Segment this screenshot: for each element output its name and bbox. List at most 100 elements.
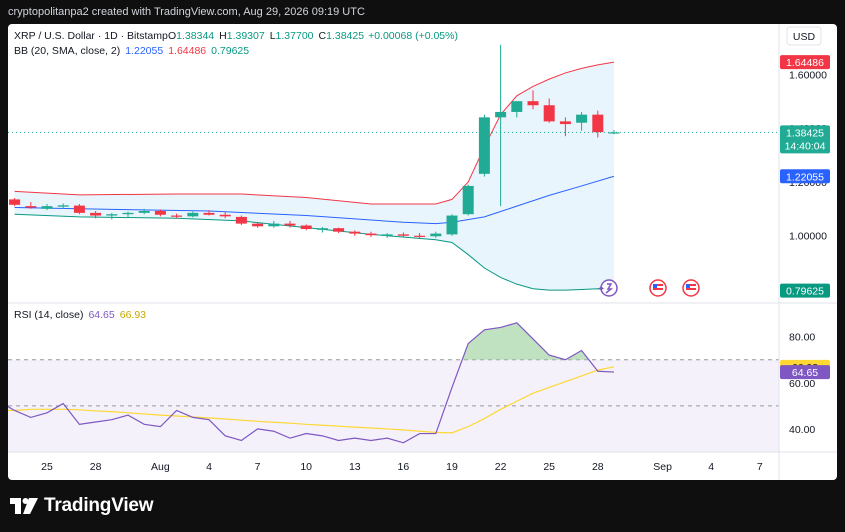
rsi-axis-label: 80.00 bbox=[789, 332, 815, 344]
candle-body bbox=[300, 225, 312, 230]
crypto-event-icon[interactable]: ✦ bbox=[597, 279, 618, 297]
bb-basis-badge: 1.22055 bbox=[780, 169, 830, 184]
bb-basis-badge-text: 1.22055 bbox=[786, 171, 824, 183]
legend-bb: BB (20, SMA, close, 2) 1.22055 1.64486 0.79… bbox=[14, 45, 249, 57]
candle-body bbox=[57, 205, 69, 207]
legend-rsi: RSI (14, close) 64.65 66.93 bbox=[14, 309, 146, 321]
legend-l-value: 1.37700 bbox=[276, 30, 314, 42]
candle bbox=[57, 203, 69, 209]
candle bbox=[106, 212, 118, 220]
price-axis-label: 1.00000 bbox=[789, 231, 827, 243]
candle-body bbox=[333, 228, 345, 232]
chart-frame: 1.600001.400001.200001.0000080.0060.0040… bbox=[8, 24, 837, 480]
candle bbox=[284, 220, 296, 228]
legend-symbol: XRP / U.S. Dollar · 1D · Bitstamp bbox=[14, 30, 168, 42]
candle-body bbox=[414, 235, 426, 237]
price-axis-label: 1.60000 bbox=[789, 69, 827, 81]
time-axis-label: 22 bbox=[495, 461, 507, 473]
candle bbox=[25, 202, 37, 209]
candle-body bbox=[187, 212, 199, 217]
legend-rsi-label: RSI (14, close) bbox=[14, 309, 83, 321]
candle-body bbox=[397, 234, 409, 236]
candle bbox=[171, 213, 183, 219]
candle bbox=[478, 114, 490, 177]
candle-body bbox=[365, 233, 377, 236]
bb-fill bbox=[14, 62, 615, 291]
time-axis-label: 13 bbox=[349, 461, 361, 473]
rsi-axis-label: 40.00 bbox=[789, 424, 815, 436]
time-axis-label: Aug bbox=[151, 461, 170, 473]
candle-body bbox=[203, 212, 215, 215]
candle-body bbox=[235, 216, 247, 224]
time-axis-label: 19 bbox=[446, 461, 458, 473]
candle bbox=[462, 184, 474, 216]
candle bbox=[187, 211, 199, 218]
candle-body bbox=[349, 231, 361, 234]
bb-lower-line bbox=[14, 213, 615, 292]
legend-c-value: 1.38425 bbox=[326, 30, 364, 42]
currency-button[interactable]: USD bbox=[786, 26, 822, 46]
tradingview-logo[interactable]: TradingView bbox=[10, 494, 154, 518]
candle bbox=[381, 233, 393, 238]
time-axis-label: 4 bbox=[206, 461, 212, 473]
time-axis-label: 16 bbox=[398, 461, 410, 473]
candle-body bbox=[171, 215, 183, 217]
legend-bb-basis: 1.22055 bbox=[125, 45, 163, 57]
candle bbox=[252, 222, 264, 228]
time-axis-label: 25 bbox=[543, 461, 555, 473]
chart-svg[interactable]: 1.600001.400001.200001.0000080.0060.0040… bbox=[8, 24, 837, 480]
candle-body bbox=[511, 101, 523, 112]
candle bbox=[527, 90, 539, 110]
candle bbox=[349, 230, 361, 236]
candle bbox=[138, 208, 150, 215]
legend-h-label: H bbox=[219, 30, 227, 42]
rsi-line bbox=[8, 322, 615, 444]
us-flag-event-icon[interactable] bbox=[649, 279, 667, 297]
time-axis-label: 10 bbox=[300, 461, 312, 473]
candle bbox=[154, 209, 166, 217]
time-axis-label: 4 bbox=[708, 461, 714, 473]
legend-rsi-ma: 66.93 bbox=[120, 309, 146, 321]
candle-body bbox=[576, 114, 588, 123]
legend-o-value: 1.38344 bbox=[176, 30, 214, 42]
bb-upper-line bbox=[14, 61, 615, 205]
candle bbox=[576, 111, 588, 131]
time-axis-label: 28 bbox=[90, 461, 102, 473]
rsi-badge: 64.65 bbox=[780, 365, 830, 380]
last-price-badge-text: 1.38425 bbox=[786, 127, 824, 139]
legend-c-label: C bbox=[319, 30, 327, 42]
bb-upper-badge-text: 1.64486 bbox=[786, 57, 824, 69]
candle-body bbox=[284, 223, 296, 226]
time-axis-label: 28 bbox=[592, 461, 604, 473]
bb-lower-badge: 0.79625 bbox=[780, 283, 830, 298]
currency-button-label: USD bbox=[793, 31, 816, 43]
us-flag-event-icon[interactable] bbox=[682, 279, 700, 297]
legend-rsi-value: 64.65 bbox=[88, 309, 114, 321]
bb-lower-badge-text: 0.79625 bbox=[786, 286, 824, 298]
legend-bb-upper: 1.64486 bbox=[168, 45, 206, 57]
candle-body bbox=[138, 210, 150, 213]
time-axis-label: 7 bbox=[255, 461, 261, 473]
last-price-badge-countdown: 14:40:04 bbox=[785, 140, 826, 152]
legend-bb-label: BB (20, SMA, close, 2) bbox=[14, 45, 120, 57]
tradingview-logo-icon bbox=[10, 498, 38, 514]
candle-body bbox=[268, 223, 280, 227]
candle-body bbox=[252, 223, 264, 227]
candle-body bbox=[608, 132, 620, 134]
candle bbox=[495, 44, 507, 207]
candle-body bbox=[73, 205, 85, 213]
candle bbox=[543, 98, 555, 123]
candle-body bbox=[559, 121, 571, 125]
candle-body bbox=[381, 234, 393, 236]
candle-body bbox=[543, 105, 555, 122]
candle bbox=[73, 203, 85, 215]
candle-body bbox=[106, 214, 118, 216]
candle-body bbox=[122, 212, 134, 215]
candle bbox=[333, 227, 345, 234]
candle bbox=[511, 101, 523, 118]
candle bbox=[41, 203, 53, 211]
candle bbox=[316, 227, 328, 233]
candle bbox=[122, 211, 134, 217]
candle-body bbox=[219, 214, 231, 217]
